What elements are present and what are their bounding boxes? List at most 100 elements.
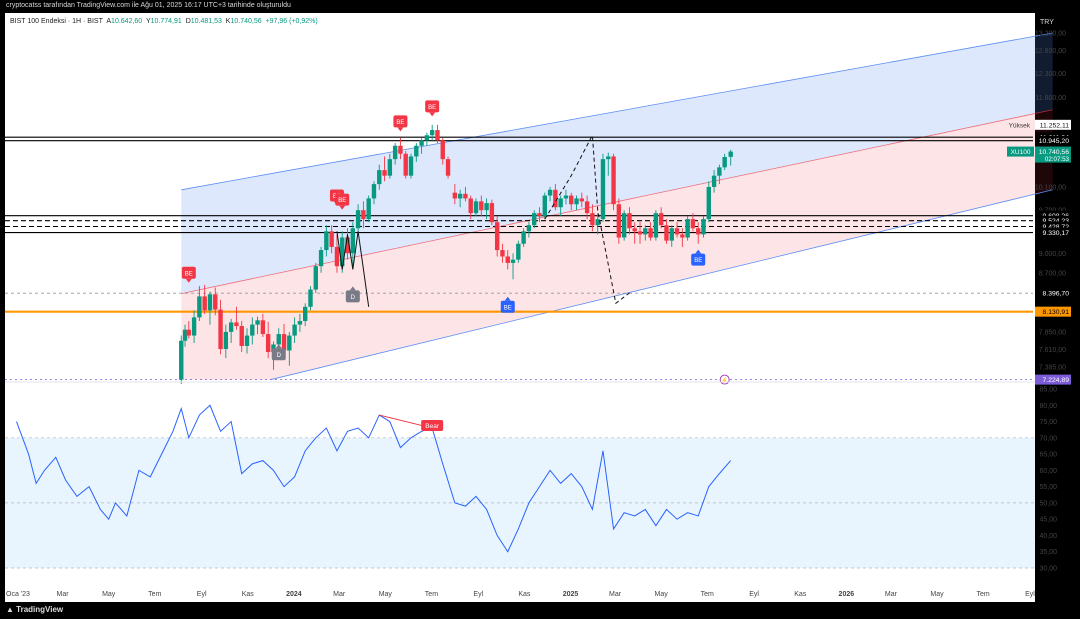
candle-body-34 bbox=[355, 210, 361, 229]
signal-marker-pointer bbox=[339, 205, 346, 210]
ohlc-high: 10.774,91 bbox=[150, 18, 182, 25]
signal-marker-5: BE bbox=[500, 296, 515, 313]
candle-body-96 bbox=[685, 219, 690, 238]
rsi-tick-2: 75,00 bbox=[1039, 419, 1057, 426]
price-label-10: 7.224,89 bbox=[1035, 374, 1071, 385]
candle-body-100 bbox=[706, 186, 711, 220]
candle-body-6 bbox=[207, 294, 213, 311]
time-tick-2: May bbox=[102, 591, 116, 598]
candle-body-22 bbox=[292, 324, 297, 336]
candle-body-76 bbox=[579, 198, 585, 202]
signal-marker-8: D bbox=[345, 286, 360, 303]
price-label-box bbox=[1035, 135, 1071, 146]
candle-body-59 bbox=[489, 203, 495, 223]
candle-body-54 bbox=[463, 193, 468, 199]
signal-marker-label: BE bbox=[504, 305, 512, 311]
rsi-tick-6: 55,00 bbox=[1039, 484, 1057, 491]
candle-body-104 bbox=[728, 151, 733, 157]
time-tick-8: May bbox=[379, 591, 393, 598]
candle-body-28 bbox=[324, 231, 329, 251]
signal-marker-badge bbox=[335, 193, 350, 206]
price-label-6: 9.428,72 bbox=[1035, 221, 1071, 232]
candle-body-93 bbox=[669, 228, 674, 241]
candle-body-26 bbox=[313, 266, 318, 290]
candle-body-57 bbox=[479, 201, 484, 211]
price-tick-1: 12.800,00 bbox=[1035, 48, 1066, 55]
candle-body-19 bbox=[276, 334, 281, 345]
tradingview-logo-icon: ▲ bbox=[6, 605, 14, 614]
time-tick-18: 2026 bbox=[839, 591, 855, 598]
candle-body-49 bbox=[435, 130, 440, 141]
time-tick-9: Tem bbox=[425, 591, 438, 598]
ohlc-low-label: D bbox=[185, 18, 191, 25]
rsi-tick-8: 45,00 bbox=[1039, 517, 1057, 524]
signal-marker-0: BE bbox=[181, 266, 196, 283]
time-tick-20: May bbox=[930, 591, 944, 598]
candle-body-9 bbox=[223, 331, 229, 349]
time-tick-16: Eyl bbox=[749, 591, 759, 598]
candle-body-8 bbox=[218, 309, 223, 349]
ohlc-change: +97,96 (+0,92%) bbox=[265, 18, 318, 25]
rsi-tick-0: 85,00 bbox=[1039, 387, 1057, 394]
candle-body-90 bbox=[653, 213, 659, 238]
rsi-tick-11: 30,00 bbox=[1039, 566, 1057, 573]
price-label-value: 9.428,72 bbox=[1043, 224, 1070, 231]
candle-body-60 bbox=[494, 222, 500, 251]
candle-body-92 bbox=[664, 225, 669, 241]
price-label-caption: Yüksek bbox=[1009, 122, 1031, 129]
candle-body-74 bbox=[569, 195, 574, 205]
signal-marker-badge bbox=[393, 115, 408, 128]
candle-body-32 bbox=[345, 237, 350, 254]
candle-body-35 bbox=[361, 210, 366, 220]
symbol-title: BIST 100 Endeksi · 1H · BIST bbox=[10, 18, 103, 25]
channel-upper-zone bbox=[181, 33, 1053, 294]
signal-marker-badge bbox=[500, 300, 515, 313]
symbol-tag-label: XU100 bbox=[1011, 149, 1031, 156]
time-tick-10: Eyl bbox=[473, 591, 483, 598]
channel-lower-line bbox=[270, 189, 1053, 381]
symbol-legend: BIST 100 Endeksi · 1H · BIST A10.642,60 … bbox=[10, 18, 318, 25]
candle-body-3 bbox=[191, 317, 197, 336]
candle-body-97 bbox=[690, 219, 696, 229]
price-label-value: 10.945,20 bbox=[1039, 138, 1069, 145]
candle-body-31 bbox=[340, 237, 345, 267]
price-label-value: 10.740,56 bbox=[1039, 149, 1069, 156]
price-label-box bbox=[1035, 374, 1071, 385]
candle-body-77 bbox=[584, 201, 590, 214]
candle-body-53 bbox=[457, 193, 463, 199]
price-label-box bbox=[1035, 119, 1071, 130]
snapshot-caption: cryptocatss tarafından TradingView.com i… bbox=[6, 2, 291, 9]
price-tick-3: 11.800,00 bbox=[1035, 95, 1066, 102]
candle-body-17 bbox=[265, 334, 271, 353]
candle-body-10 bbox=[228, 322, 234, 332]
signal-marker-7: D bbox=[271, 344, 286, 361]
price-label-8: 8.396,70 bbox=[1035, 288, 1071, 299]
candle-body-30 bbox=[334, 246, 340, 267]
candle-body-86 bbox=[632, 228, 637, 232]
pattern-drawing bbox=[336, 231, 370, 307]
candle-body-29 bbox=[329, 231, 334, 247]
ohlc-open-label: A bbox=[106, 18, 112, 25]
candle-body-64 bbox=[516, 243, 521, 260]
candle-body-48 bbox=[429, 130, 435, 136]
price-label-box bbox=[1035, 227, 1071, 238]
signal-marker-badge bbox=[181, 266, 196, 279]
candle-body-5 bbox=[202, 296, 207, 311]
price-label-9: 8.130,91 bbox=[1035, 306, 1071, 317]
price-label-timer: 02:07:53 bbox=[1045, 156, 1070, 163]
candle-body-51 bbox=[445, 159, 451, 176]
price-tick-8: 7.850,00 bbox=[1039, 329, 1066, 336]
time-tick-1: Mar bbox=[57, 591, 70, 598]
rsi-tick-5: 60,00 bbox=[1039, 468, 1057, 475]
signal-marker-6: BE bbox=[691, 249, 706, 266]
candle-body-75 bbox=[574, 198, 579, 205]
candle-body-71 bbox=[553, 189, 558, 208]
candle-body-68 bbox=[537, 213, 542, 217]
chart-panel[interactable] bbox=[5, 13, 1035, 602]
price-label-box bbox=[1035, 210, 1071, 221]
price-tick-2: 12.300,00 bbox=[1035, 71, 1066, 78]
time-tick-22: Eyl bbox=[1025, 591, 1035, 598]
